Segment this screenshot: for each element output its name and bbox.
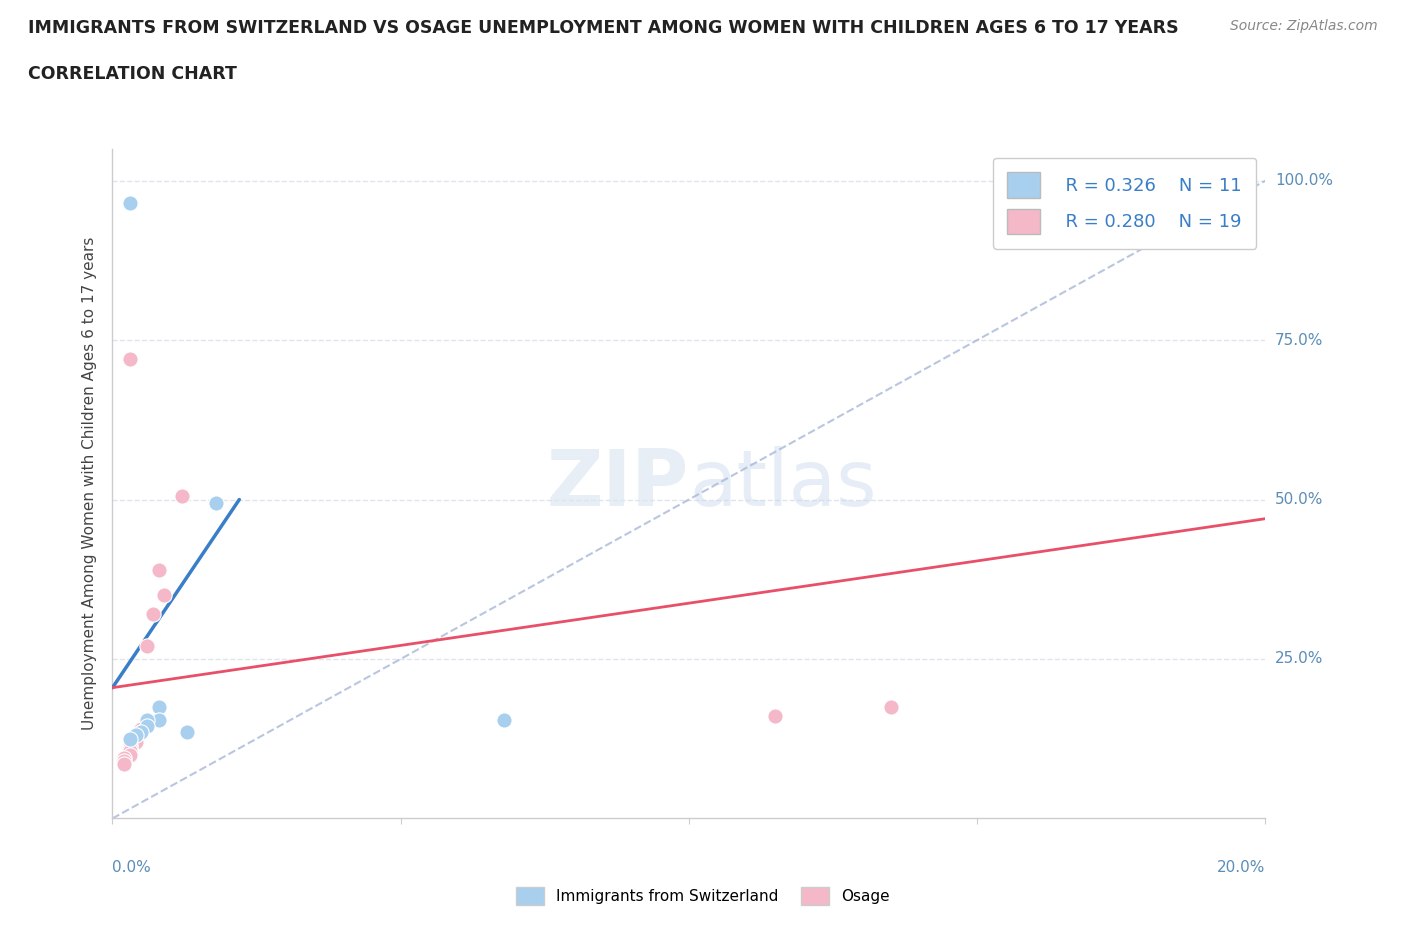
Point [124, 728, 146, 743]
Point [112, 753, 135, 768]
Point [118, 744, 141, 759]
Point [118, 195, 141, 210]
Point [124, 735, 146, 750]
Point [136, 639, 159, 654]
Text: atlas: atlas [689, 445, 876, 522]
Point [880, 699, 903, 714]
Text: Source: ZipAtlas.com: Source: ZipAtlas.com [1230, 19, 1378, 33]
Text: 25.0%: 25.0% [1275, 652, 1323, 667]
Point [129, 722, 153, 737]
Point [118, 747, 141, 762]
Text: ZIP: ZIP [547, 445, 689, 522]
Point [136, 719, 159, 734]
Text: 75.0%: 75.0% [1275, 333, 1323, 348]
Text: 20.0%: 20.0% [1218, 860, 1265, 875]
Point [112, 757, 135, 772]
Legend:   R = 0.326    N = 11,   R = 0.280    N = 19: R = 0.326 N = 11, R = 0.280 N = 19 [993, 158, 1257, 248]
Legend: Immigrants from Switzerland, Osage: Immigrants from Switzerland, Osage [509, 879, 897, 913]
Point [124, 728, 146, 743]
Point [118, 731, 141, 746]
Point [153, 588, 176, 603]
Point [129, 724, 153, 739]
Text: 100.0%: 100.0% [1275, 173, 1333, 188]
Point [176, 724, 198, 739]
Point [148, 563, 170, 578]
Point [118, 352, 141, 366]
Point [148, 712, 170, 727]
Text: CORRELATION CHART: CORRELATION CHART [28, 65, 238, 83]
Point [148, 699, 170, 714]
Text: IMMIGRANTS FROM SWITZERLAND VS OSAGE UNEMPLOYMENT AMONG WOMEN WITH CHILDREN AGES: IMMIGRANTS FROM SWITZERLAND VS OSAGE UNE… [28, 19, 1178, 36]
Point [142, 607, 165, 622]
Point [118, 741, 141, 756]
Text: 0.0%: 0.0% [112, 860, 152, 875]
Point [170, 489, 193, 504]
Text: 50.0%: 50.0% [1275, 492, 1323, 507]
Point [118, 737, 141, 752]
Point [765, 709, 787, 724]
Point [494, 712, 516, 727]
Point [136, 712, 159, 727]
Y-axis label: Unemployment Among Women with Children Ages 6 to 17 years: Unemployment Among Women with Children A… [82, 237, 97, 730]
Point [129, 724, 153, 739]
Point [205, 496, 228, 511]
Point [112, 751, 135, 765]
